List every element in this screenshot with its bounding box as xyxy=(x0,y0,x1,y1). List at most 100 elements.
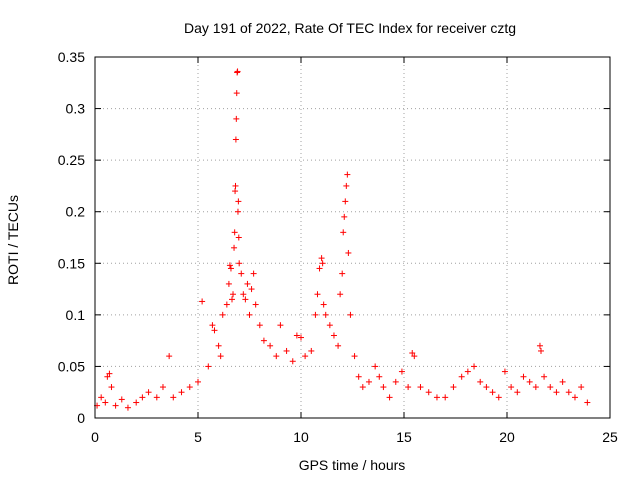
data-point xyxy=(235,198,242,205)
data-point xyxy=(314,291,321,298)
data-point xyxy=(355,373,362,380)
x-tick-label: 20 xyxy=(499,429,515,445)
data-point xyxy=(380,384,387,391)
x-axis-label: GPS time / hours xyxy=(299,457,406,473)
data-point xyxy=(508,384,515,391)
data-point xyxy=(283,347,290,354)
data-point xyxy=(102,399,109,406)
data-point xyxy=(342,198,349,205)
data-point xyxy=(219,311,226,318)
data-point xyxy=(133,399,140,406)
data-point xyxy=(145,389,152,396)
data-point xyxy=(409,350,416,357)
data-point xyxy=(477,378,484,385)
data-point xyxy=(106,370,113,377)
x-tick-label: 5 xyxy=(194,429,202,445)
data-point xyxy=(166,353,173,360)
data-point xyxy=(232,136,239,143)
x-tick-label: 10 xyxy=(293,429,309,445)
data-point xyxy=(223,301,230,308)
data-point xyxy=(345,249,352,256)
data-point xyxy=(235,234,242,241)
data-point xyxy=(234,68,241,75)
y-axis-label: ROTI / TECUs xyxy=(5,195,21,285)
data-point xyxy=(199,298,206,305)
data-point xyxy=(489,389,496,396)
data-point xyxy=(584,399,591,406)
data-point xyxy=(124,404,131,411)
data-point xyxy=(302,353,309,360)
data-point xyxy=(337,291,344,298)
data-point xyxy=(248,286,255,293)
data-point xyxy=(347,311,354,318)
x-tick-label: 0 xyxy=(91,429,99,445)
data-point xyxy=(159,384,166,391)
data-point xyxy=(571,394,578,401)
y-tick-label: 0.25 xyxy=(58,152,85,168)
data-point xyxy=(392,378,399,385)
data-point xyxy=(326,322,333,329)
data-point xyxy=(246,311,253,318)
data-point xyxy=(344,171,351,178)
data-point xyxy=(376,373,383,380)
data-points xyxy=(94,68,591,411)
data-point xyxy=(417,384,424,391)
data-point xyxy=(318,255,325,262)
grid-lines xyxy=(95,57,610,418)
data-point xyxy=(541,373,548,380)
data-point xyxy=(267,342,274,349)
data-point xyxy=(233,90,240,97)
data-point xyxy=(273,353,280,360)
data-point xyxy=(343,182,350,189)
data-point xyxy=(186,384,193,391)
data-point xyxy=(372,363,379,370)
data-point xyxy=(250,270,257,277)
data-point xyxy=(244,280,251,287)
data-point xyxy=(227,265,234,272)
data-point xyxy=(316,265,323,272)
data-point xyxy=(118,396,125,403)
data-point xyxy=(559,378,566,385)
data-point xyxy=(225,280,232,287)
y-tick-labels: 0 0.05 0.1 0.15 0.2 0.25 0.3 0.35 xyxy=(58,49,85,426)
data-point xyxy=(520,373,527,380)
data-point xyxy=(405,384,412,391)
data-point xyxy=(335,342,342,349)
data-point xyxy=(553,389,560,396)
data-point xyxy=(341,213,348,220)
data-point xyxy=(231,244,238,251)
data-point xyxy=(483,384,490,391)
data-point xyxy=(231,229,238,236)
data-point xyxy=(471,363,478,370)
data-point xyxy=(450,384,457,391)
data-point xyxy=(322,311,329,318)
data-point xyxy=(411,353,418,360)
data-point xyxy=(359,384,366,391)
data-point xyxy=(211,327,218,334)
data-point xyxy=(458,373,465,380)
data-point xyxy=(339,270,346,277)
data-point xyxy=(98,394,105,401)
data-point xyxy=(195,378,201,385)
data-point xyxy=(256,322,263,329)
data-point xyxy=(242,296,249,303)
data-point xyxy=(153,394,160,401)
data-point xyxy=(547,384,554,391)
data-point xyxy=(340,229,347,236)
data-point xyxy=(398,368,405,375)
data-point xyxy=(319,260,326,267)
data-point xyxy=(514,389,521,396)
data-point xyxy=(226,262,233,269)
data-point xyxy=(537,347,544,354)
data-point xyxy=(104,373,111,380)
axis-ticks xyxy=(94,56,611,419)
data-point xyxy=(252,301,259,308)
data-point xyxy=(240,291,247,298)
data-point xyxy=(228,296,235,303)
data-point xyxy=(230,291,237,298)
data-point xyxy=(386,394,393,401)
data-point xyxy=(442,394,449,401)
data-point xyxy=(365,378,372,385)
x-tick-labels: 0 5 10 15 20 25 xyxy=(91,429,618,445)
